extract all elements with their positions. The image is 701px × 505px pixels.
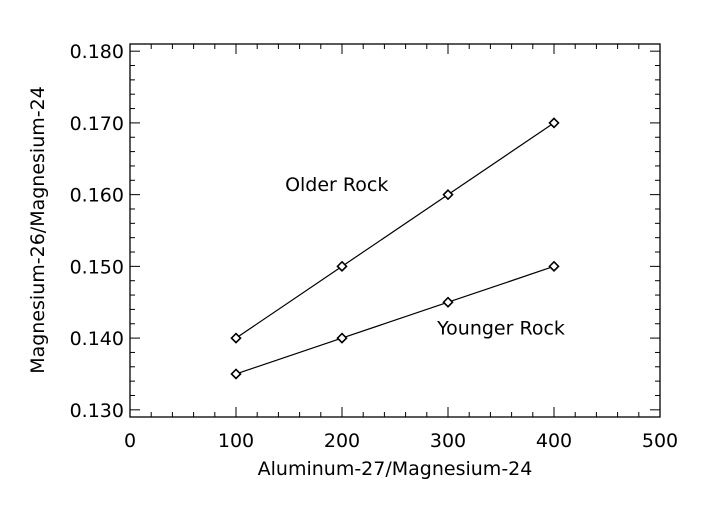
x-tick-label: 500 — [642, 430, 678, 452]
x-tick-label: 100 — [218, 430, 254, 452]
y-axis: 0.130 0.140 0.150 0.160 0.170 0.180 — [70, 41, 660, 422]
data-point — [230, 332, 242, 344]
x-axis-label: Aluminum-27/Magnesium-24 — [258, 458, 533, 480]
data-point — [336, 260, 348, 272]
series-label: Older Rock — [285, 174, 388, 196]
y-tick-label: 0.150 — [70, 256, 124, 278]
series-label: Younger Rock — [436, 318, 565, 340]
series-layer: Older Rock Younger Rock — [230, 117, 565, 380]
data-point — [230, 368, 242, 380]
x-axis: 0 100 200 300 400 500 — [124, 44, 678, 452]
y-tick-label: 0.170 — [70, 113, 124, 135]
data-point — [336, 332, 348, 344]
data-point — [548, 260, 560, 272]
x-tick-label: 0 — [124, 430, 136, 452]
x-tick-label: 300 — [430, 430, 466, 452]
data-point — [548, 117, 560, 129]
data-point — [442, 296, 454, 308]
y-tick-label: 0.140 — [70, 328, 124, 350]
data-point — [442, 189, 454, 201]
plot-frame — [129, 43, 661, 418]
y-tick-label: 0.160 — [70, 185, 124, 207]
series-line — [235, 265, 555, 375]
y-tick-label: 0.180 — [70, 41, 124, 63]
x-tick-label: 200 — [324, 430, 360, 452]
y-tick-label: 0.130 — [70, 400, 124, 422]
y-axis-label: Magnesium-26/Magnesium-24 — [27, 86, 49, 374]
x-tick-label: 400 — [536, 430, 572, 452]
series-line — [235, 122, 555, 339]
